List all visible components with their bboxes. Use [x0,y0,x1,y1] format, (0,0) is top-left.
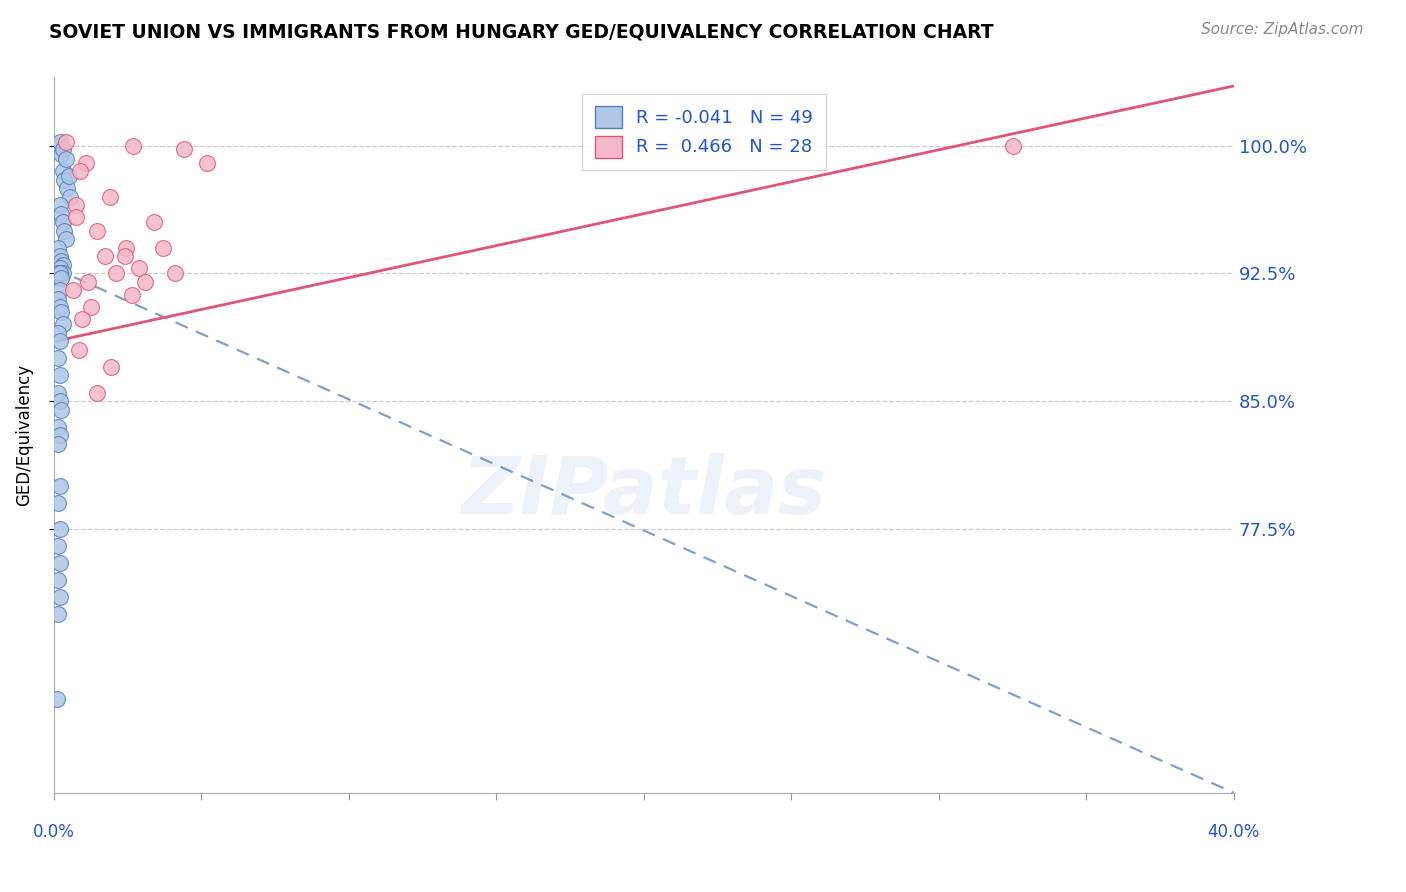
Point [65,198,87,212]
Point [46,607,69,621]
Point [46,573,69,587]
Point [70,312,93,326]
Point [59,189,82,203]
Point [46,419,69,434]
Point [51,147,73,161]
Point [46,496,69,510]
Point [55,135,77,149]
Text: ZIPatlas: ZIPatlas [461,453,827,532]
Point [48,368,70,383]
Point [58,169,80,184]
Point [48,198,70,212]
Text: SOVIET UNION VS IMMIGRANTS FROM HUNGARY GED/EQUIVALENCY CORRELATION CHART: SOVIET UNION VS IMMIGRANTS FROM HUNGARY … [49,22,994,41]
Point [51,402,73,417]
Point [67,343,90,357]
Point [52,318,75,332]
Legend: R = -0.041   N = 49, R =  0.466   N = 28: R = -0.041 N = 49, R = 0.466 N = 28 [582,94,825,170]
Y-axis label: GED/Equivalency: GED/Equivalency [15,364,32,506]
Point [52,258,75,272]
Point [46,241,69,255]
Point [45,692,67,706]
Point [48,135,70,149]
Point [55,152,77,166]
Point [80,301,103,315]
Point [163,266,186,280]
Point [51,266,73,280]
Point [52,142,75,156]
Point [46,351,69,366]
Point [46,385,69,400]
Point [48,334,70,349]
Text: Source: ZipAtlas.com: Source: ZipAtlas.com [1201,22,1364,37]
Point [94,249,117,263]
Point [115,241,138,255]
Point [48,522,70,536]
Point [46,138,69,153]
Point [53,224,76,238]
Point [51,207,73,221]
Point [152,241,174,255]
Point [173,142,195,156]
Point [53,172,76,186]
Point [121,288,143,302]
Point [143,215,166,229]
Point [48,556,70,570]
Point [48,261,70,276]
Point [48,479,70,493]
Point [48,428,70,442]
Point [100,359,122,374]
Point [48,283,70,297]
Point [52,164,75,178]
Point [104,266,127,280]
Text: 0.0%: 0.0% [32,823,75,841]
Point [69,164,91,178]
Point [46,436,69,450]
Point [134,275,156,289]
Point [51,305,73,319]
Point [86,224,108,238]
Point [51,271,73,285]
Point [98,189,121,203]
Point [65,210,87,224]
Point [56,181,79,195]
Point [86,385,108,400]
Point [75,155,97,169]
Point [122,138,145,153]
Point [48,301,70,315]
Point [114,249,136,263]
Point [1001,138,1024,153]
Point [51,254,73,268]
Point [128,261,150,276]
Point [46,292,69,306]
Point [46,326,69,340]
Point [48,590,70,604]
Point [48,394,70,409]
Point [46,266,69,280]
Point [48,266,70,280]
Point [52,215,75,229]
Point [76,275,98,289]
Point [55,232,77,246]
Point [52,266,75,280]
Point [48,249,70,263]
Point [195,155,218,169]
Text: 40.0%: 40.0% [1208,823,1260,841]
Point [62,283,84,297]
Point [46,539,69,553]
